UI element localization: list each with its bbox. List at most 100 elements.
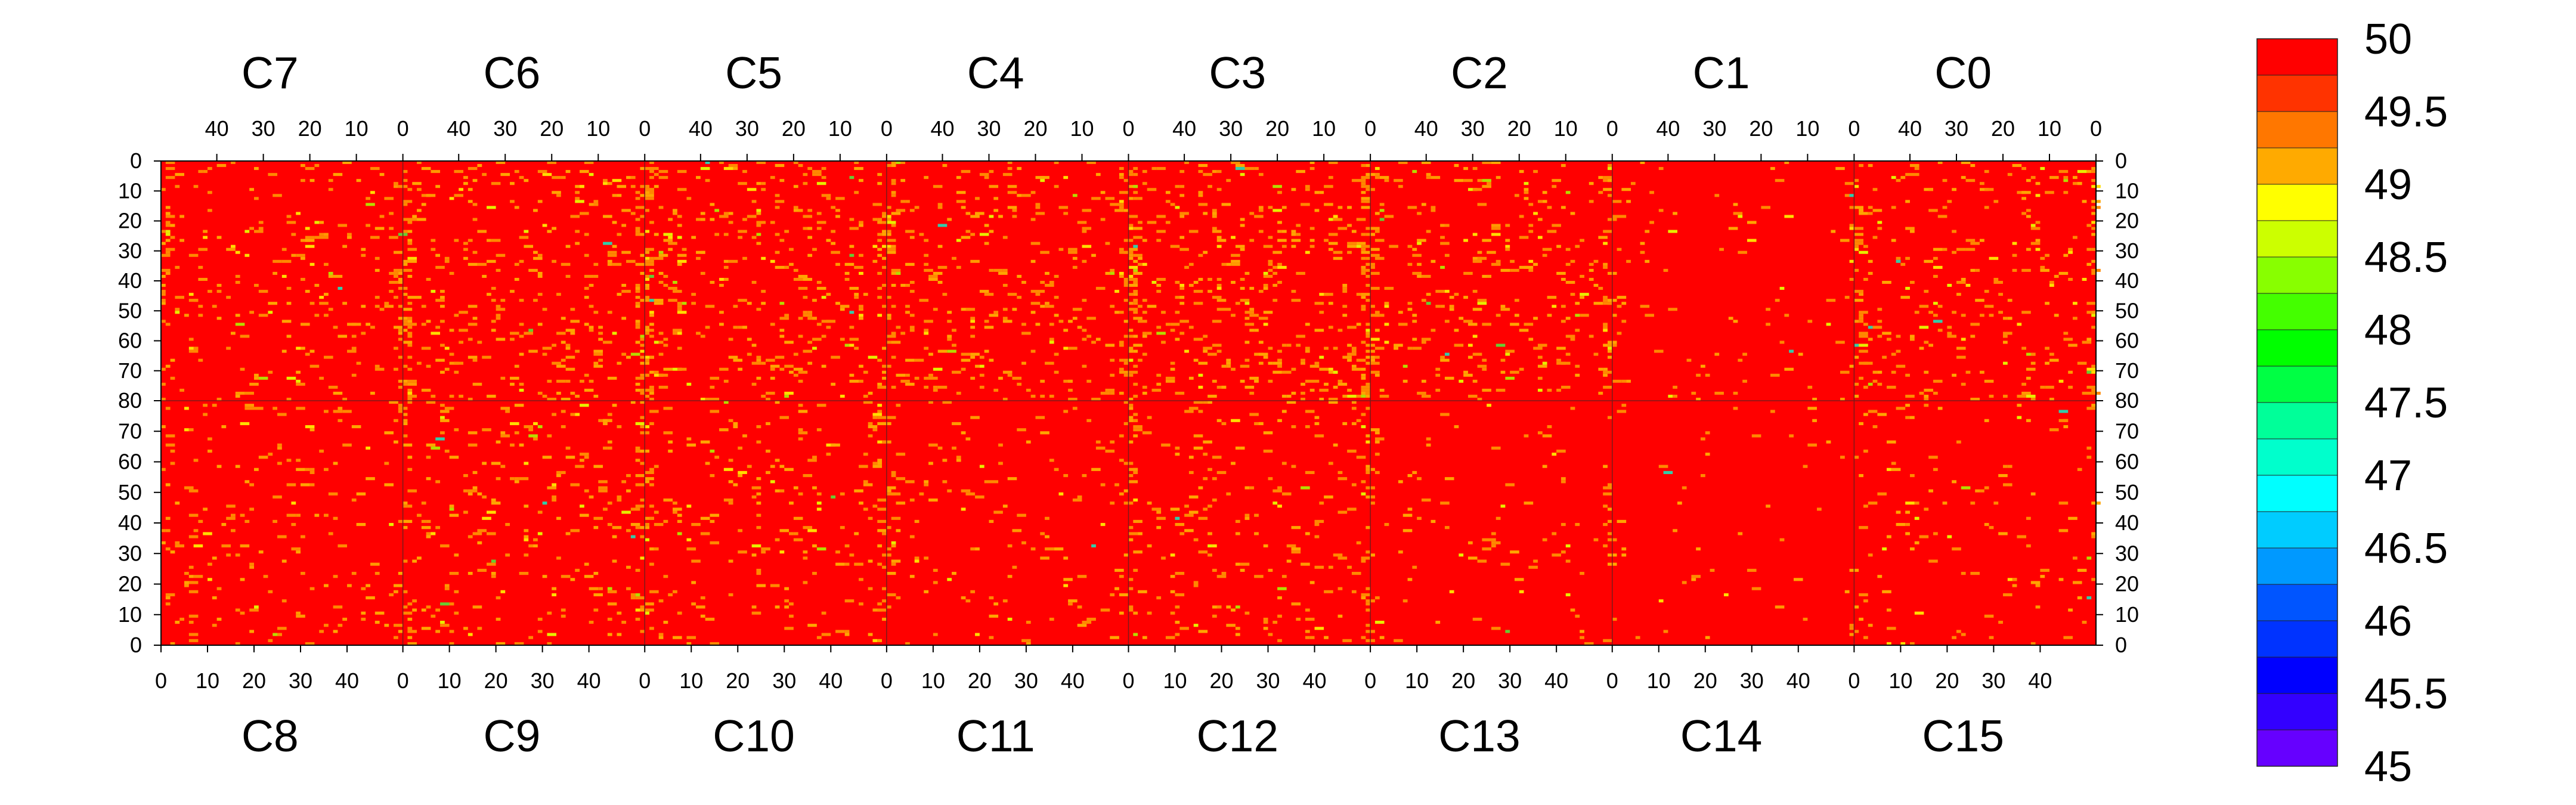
deviation-pixel	[710, 397, 720, 401]
deviation-pixel	[849, 379, 859, 383]
deviation-pixel	[500, 376, 506, 380]
deviation-pixel	[542, 173, 552, 177]
deviation-pixel	[1240, 277, 1245, 281]
deviation-pixel	[361, 611, 366, 615]
deviation-pixel	[677, 262, 682, 266]
deviation-pixel	[905, 382, 915, 386]
deviation-pixel	[235, 642, 240, 646]
deviation-pixel	[640, 504, 645, 508]
deviation-pixel	[1482, 538, 1491, 541]
deviation-pixel	[1607, 164, 1612, 168]
deviation-pixel	[970, 416, 980, 419]
deviation-pixel	[398, 287, 403, 290]
deviation-pixel	[407, 317, 413, 320]
top-x-tick-label: 20	[1023, 116, 1047, 141]
deviation-pixel	[1249, 413, 1259, 416]
deviation-pixel	[1374, 230, 1380, 233]
deviation-pixel	[756, 584, 766, 587]
deviation-pixel	[389, 271, 394, 275]
deviation-pixel	[1603, 367, 1608, 371]
deviation-pixel	[2082, 340, 2092, 344]
deviation-pixel	[803, 556, 808, 560]
deviation-pixel	[1356, 419, 1361, 422]
deviation-pixel	[617, 495, 622, 499]
deviation-pixel	[617, 361, 622, 365]
bottom-x-tick-label: 40	[335, 668, 359, 693]
deviation-pixel	[593, 203, 599, 206]
y-tick-label: 20	[118, 209, 142, 233]
deviation-pixel	[1301, 358, 1305, 362]
deviation-pixel	[528, 544, 534, 548]
deviation-pixel	[2077, 467, 2082, 471]
deviation-pixel	[812, 486, 817, 490]
deviation-pixel	[905, 480, 915, 484]
deviation-pixel	[561, 176, 566, 179]
deviation-pixel	[561, 425, 566, 429]
deviation-pixel	[1603, 299, 1608, 302]
deviation-pixel	[524, 230, 529, 233]
deviation-pixel	[854, 191, 859, 194]
deviation-pixel	[467, 489, 478, 493]
deviation-pixel	[366, 584, 371, 587]
deviation-pixel	[2040, 265, 2045, 269]
deviation-pixel	[803, 550, 808, 554]
deviation-pixel	[1710, 568, 1715, 572]
deviation-pixel	[402, 230, 408, 233]
deviation-pixel	[896, 529, 901, 532]
deviation-pixel	[696, 605, 705, 609]
deviation-pixel	[161, 268, 171, 272]
deviation-pixel	[309, 467, 315, 471]
deviation-pixel	[1552, 185, 1557, 188]
colorbar-tick-label: 48	[2364, 306, 2412, 354]
deviation-pixel	[1714, 194, 1720, 197]
deviation-pixel	[398, 329, 403, 332]
deviation-pixel	[589, 379, 594, 383]
deviation-pixel	[2073, 556, 2077, 560]
deviation-pixel	[510, 182, 515, 185]
deviation-pixel	[2002, 465, 2008, 468]
deviation-pixel	[816, 182, 826, 185]
deviation-pixel	[1905, 501, 1915, 505]
deviation-pixel	[779, 302, 785, 305]
deviation-pixel	[477, 529, 487, 532]
deviation-pixel	[882, 265, 887, 269]
deviation-pixel	[673, 209, 677, 212]
deviation-pixel	[305, 239, 315, 242]
deviation-pixel	[1244, 167, 1255, 171]
deviation-pixel	[979, 233, 989, 236]
deviation-pixel	[407, 239, 413, 242]
deviation-pixel	[831, 495, 836, 499]
deviation-pixel	[398, 355, 403, 359]
deviation-pixel	[1472, 290, 1478, 293]
deviation-pixel	[1049, 394, 1054, 398]
deviation-pixel	[1002, 504, 1008, 508]
deviation-pixel	[998, 462, 1003, 465]
deviation-pixel	[1082, 364, 1087, 368]
deviation-pixel	[947, 320, 952, 323]
deviation-pixel	[677, 519, 682, 524]
deviation-pixel	[505, 553, 510, 557]
deviation-pixel	[1514, 314, 1519, 317]
deviation-pixel	[1249, 376, 1259, 380]
deviation-pixel	[2077, 568, 2087, 572]
deviation-pixel	[407, 274, 413, 278]
deviation-pixel	[1487, 404, 1491, 407]
deviation-pixel	[1886, 535, 1891, 538]
deviation-pixel	[570, 413, 575, 416]
deviation-pixel	[1077, 624, 1087, 627]
deviation-pixel	[165, 364, 171, 368]
deviation-pixel	[1198, 516, 1208, 520]
deviation-pixel	[719, 367, 729, 371]
deviation-pixel	[891, 340, 901, 344]
deviation-pixel	[1961, 572, 1966, 575]
deviation-pixel	[1263, 287, 1268, 290]
deviation-pixel	[896, 209, 906, 212]
deviation-pixel	[1170, 507, 1180, 511]
deviation-pixel	[291, 523, 296, 527]
deviation-pixel	[1244, 317, 1250, 320]
deviation-pixel	[398, 281, 403, 284]
deviation-pixel	[603, 242, 612, 245]
deviation-pixel	[891, 516, 901, 520]
deviation-pixel	[374, 621, 380, 624]
y-tick-label: 80	[2115, 388, 2139, 413]
